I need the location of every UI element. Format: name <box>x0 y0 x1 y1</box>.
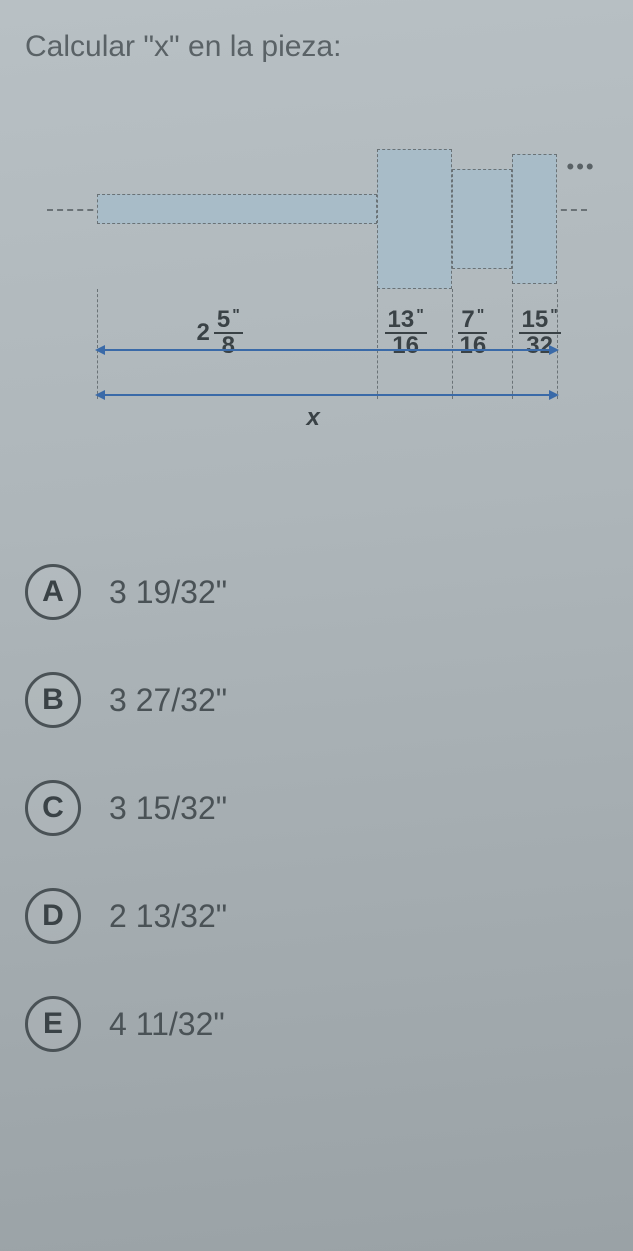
option-letter: C <box>25 780 81 836</box>
option-text: 3 27/32" <box>109 682 227 719</box>
option-b[interactable]: B 3 27/32" <box>25 672 608 728</box>
option-letter: A <box>25 564 81 620</box>
option-letter: B <box>25 672 81 728</box>
option-text: 3 15/32" <box>109 790 227 827</box>
option-d[interactable]: D 2 13/32" <box>25 888 608 944</box>
option-c[interactable]: C 3 15/32" <box>25 780 608 836</box>
option-text: 3 19/32" <box>109 574 227 611</box>
question-text: Calcular "x" en la pieza: <box>25 30 608 64</box>
mid-block <box>452 169 512 269</box>
continuation-dots: ••• <box>567 154 596 180</box>
dimension-line-segments <box>97 349 557 351</box>
head-block <box>377 149 452 289</box>
shaft <box>97 194 377 224</box>
option-text: 4 11/32" <box>109 1006 225 1043</box>
x-variable-label: x <box>307 404 320 432</box>
dimension-labels: 2 5"8 13"16 7"16 15"32 <box>47 314 587 354</box>
option-letter: E <box>25 996 81 1052</box>
piece-diagram: ••• 2 5"8 13"16 7"16 15"32 x <box>47 124 587 444</box>
option-letter: D <box>25 888 81 944</box>
option-text: 2 13/32" <box>109 898 227 935</box>
options-list: A 3 19/32" B 3 27/32" C 3 15/32" D 2 13/… <box>25 564 608 1052</box>
option-a[interactable]: A 3 19/32" <box>25 564 608 620</box>
dimension-line-total <box>97 394 557 396</box>
end-block <box>512 154 557 284</box>
option-e[interactable]: E 4 11/32" <box>25 996 608 1052</box>
